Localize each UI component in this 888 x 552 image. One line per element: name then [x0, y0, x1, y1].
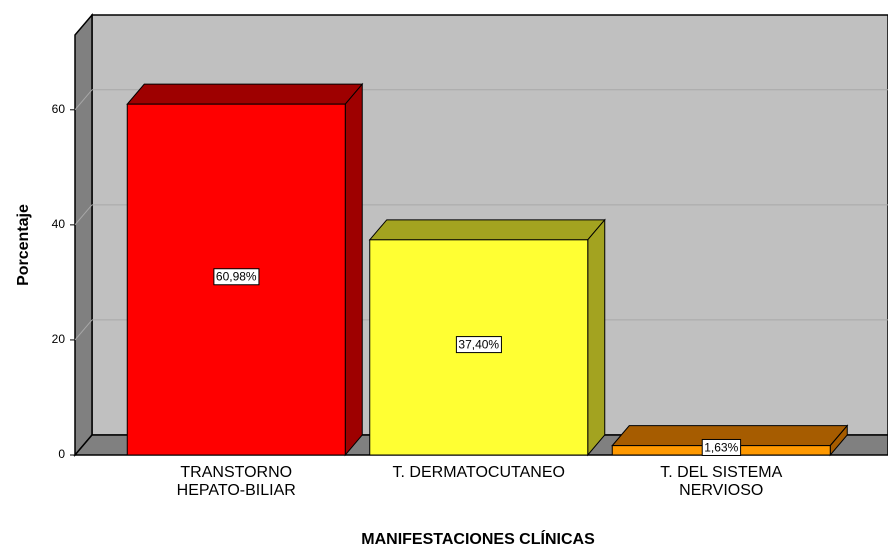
- grid-line: [74, 204, 93, 226]
- value-label-box: [455, 336, 502, 354]
- value-label-box: [701, 438, 742, 456]
- bar-side: [587, 218, 606, 457]
- x-tick-label: T. DERMATOCUTANEO: [392, 464, 565, 481]
- x-tick-label: TRANSTORNO HEPATO-BILIAR: [176, 464, 296, 499]
- value-label-box: [213, 268, 260, 286]
- value-label: 1,63%: [704, 440, 738, 454]
- x-axis-title: MANIFESTACIONES CLÍNICAS: [361, 529, 595, 548]
- bar-top: [368, 219, 606, 241]
- value-label: 60,98%: [216, 270, 257, 284]
- bar-top: [126, 83, 364, 105]
- grid-line: [74, 89, 93, 111]
- bar-group: [368, 218, 606, 457]
- x-tick-label: T. DEL SISTEMA NERVIOSO: [660, 464, 783, 499]
- value-label: 37,40%: [458, 338, 499, 352]
- y-tick-label: 0: [58, 447, 65, 461]
- y-tick-label: 40: [52, 217, 66, 231]
- grid-line: [74, 319, 93, 341]
- side-wall: [74, 12, 93, 458]
- y-tick-label: 60: [52, 102, 66, 116]
- bar-side: [344, 82, 363, 457]
- y-tick-label: 20: [52, 332, 66, 346]
- y-axis-title: Porcentaje: [15, 204, 32, 286]
